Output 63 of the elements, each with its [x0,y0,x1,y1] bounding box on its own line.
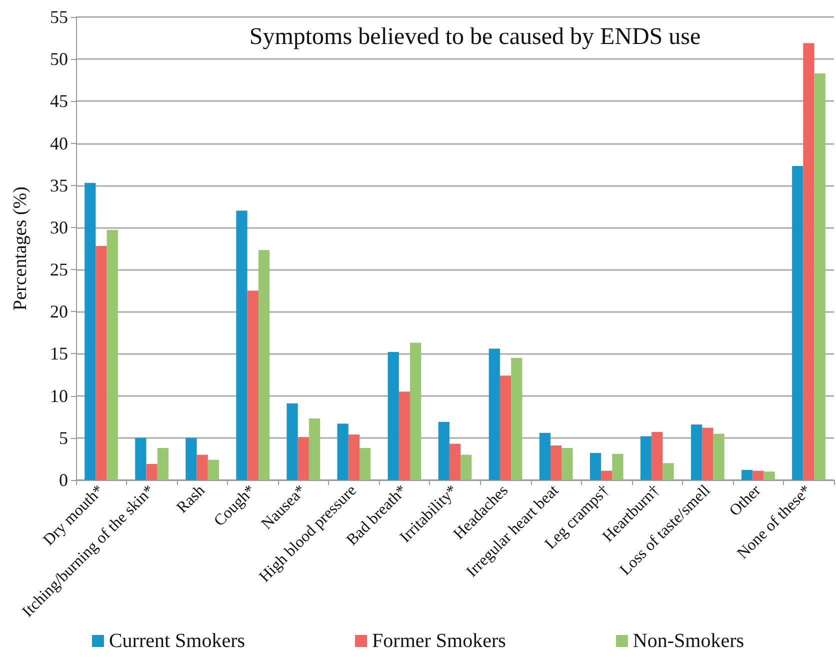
bar [662,463,674,480]
bar [690,424,702,480]
bar [146,464,158,480]
bar [348,434,360,480]
bar [208,460,220,480]
y-tick-label: 10 [50,386,68,406]
bar [742,470,753,480]
bar [135,438,146,480]
bar [601,470,612,480]
bar [488,348,500,480]
y-tick-label: 45 [50,91,68,112]
bar [752,470,764,480]
y-tick-label: 40 [50,133,68,154]
bar [803,43,814,480]
bar [96,246,107,480]
y-tick-label: 30 [50,217,68,238]
y-tick-label: 50 [50,49,68,70]
bar [814,73,826,480]
bar [236,210,248,480]
bar [298,437,309,480]
legend-label: Non-Smokers [632,630,744,652]
bar [460,454,472,480]
bar [286,403,298,480]
legend-label: Current Smokers [108,630,246,652]
bar [792,166,804,480]
bar [359,448,371,480]
bar [106,230,118,480]
y-tick-label: 0 [59,470,68,490]
bar [258,250,270,480]
y-tick-label: 5 [59,428,68,448]
bar [438,422,450,480]
bar [612,454,624,480]
bar [500,376,512,480]
bar [652,432,663,480]
bar [84,182,96,480]
bar [702,428,714,480]
bar [388,352,399,480]
bar [449,444,461,480]
bar [590,453,602,480]
bar [247,290,258,480]
legend-label: Former Smokers [372,630,506,652]
chart-title: Symptoms believed to be caused by ENDS use [249,24,701,50]
bar [398,392,410,480]
bar [196,454,208,480]
y-tick-label: 20 [50,302,68,322]
y-tick-label: 55 [50,7,68,27]
bar [511,358,522,480]
y-axis-title: Percentages (%) [10,186,31,310]
bar [308,418,320,480]
y-tick-label: 25 [50,260,68,280]
bar [337,424,348,480]
y-tick-label: 15 [50,344,68,364]
bar [157,448,168,480]
y-tick-label: 35 [50,175,68,196]
bar [562,448,573,480]
x-tick-label: Rash [174,482,208,517]
bar [186,438,197,480]
bar [539,432,551,480]
bar [550,445,562,480]
bar [764,472,775,480]
bar [713,434,724,480]
bar [410,342,422,480]
bar [640,436,652,480]
